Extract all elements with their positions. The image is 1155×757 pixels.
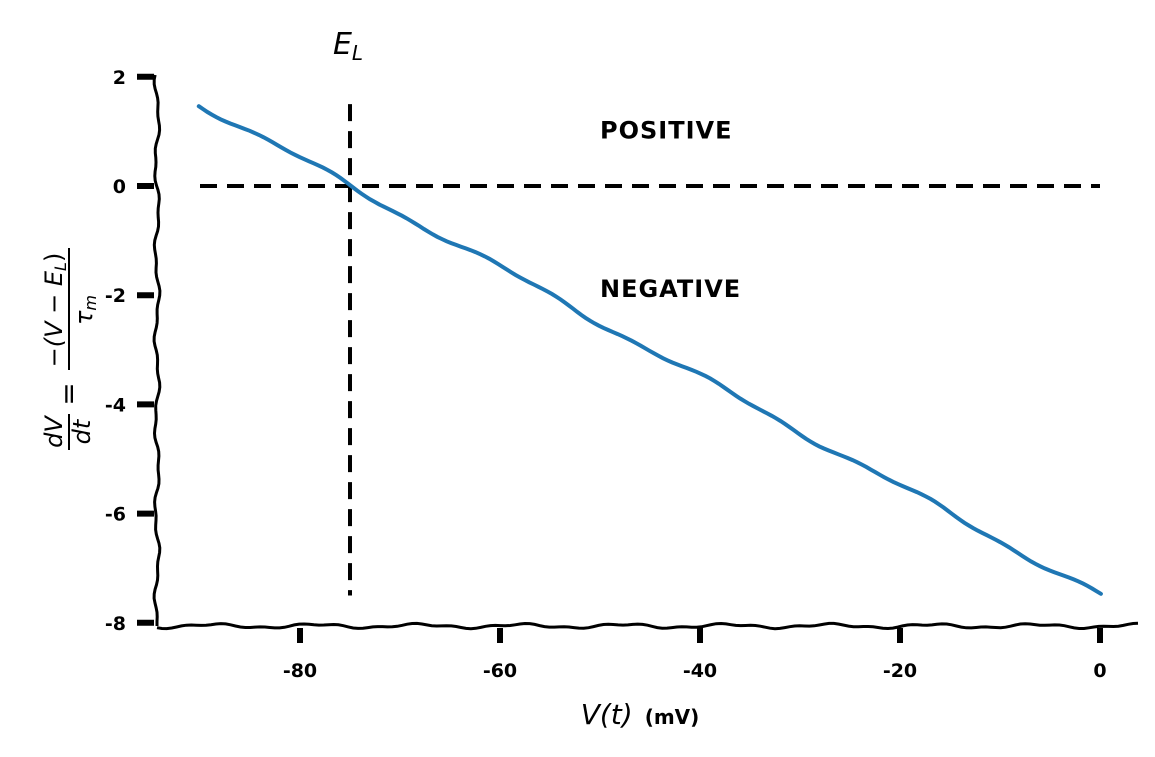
x-tick-label: -40 — [683, 660, 717, 682]
svg-text:=: = — [52, 382, 85, 405]
svg-text:dt: dt — [68, 418, 96, 444]
x-tick-label: 0 — [1093, 660, 1106, 682]
annotation-negative: NEGATIVE — [600, 275, 741, 303]
x-tick-label: -20 — [883, 660, 917, 682]
x-axis-spine — [156, 621, 1139, 631]
y-axis-label: dV dt = −(V − EL) τm — [40, 248, 100, 450]
y-tick-label: -4 — [105, 394, 126, 416]
e-l-label: EL — [333, 27, 363, 65]
x-axis-label: V(t) (mV) — [581, 698, 700, 731]
dvdt-line — [196, 104, 1103, 596]
svg-text:−(V − EL): −(V − EL) — [40, 253, 70, 368]
x-tick-label: -60 — [483, 660, 517, 682]
y-tick-label: -6 — [105, 504, 126, 526]
y-tick-label: -2 — [105, 285, 126, 307]
x-tick-label: -80 — [283, 660, 317, 682]
y-axis-spine — [152, 74, 162, 626]
y-tick-label: 0 — [113, 176, 126, 198]
annotation-positive: POSITIVE — [600, 117, 732, 145]
y-tick-label: -8 — [105, 613, 126, 635]
svg-text:dV: dV — [40, 415, 68, 448]
svg-text:τm: τm — [70, 295, 100, 325]
y-tick-label: 2 — [113, 67, 126, 89]
